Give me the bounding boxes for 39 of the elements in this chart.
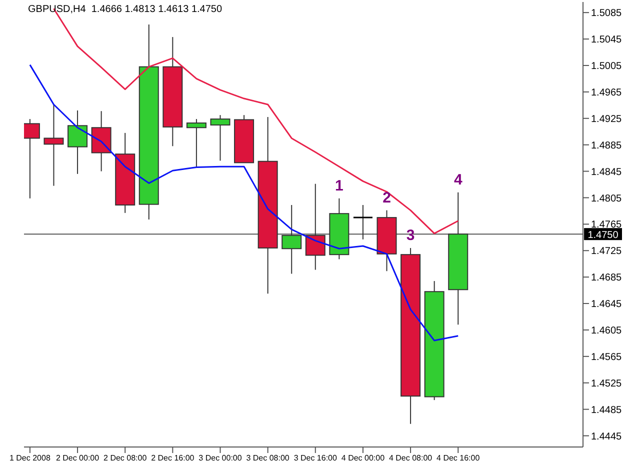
candlestick bbox=[305, 183, 326, 270]
y-tick-label: 1.5045 bbox=[591, 34, 622, 46]
candlestick bbox=[282, 204, 302, 274]
x-tick-label: 2 Dec 00:00 bbox=[56, 454, 100, 463]
y-tick-label: 1.4445 bbox=[591, 431, 622, 442]
candlestick bbox=[68, 110, 88, 174]
x-tick-label: 3 Dec 00:00 bbox=[198, 454, 242, 463]
annotation: 4 bbox=[454, 171, 463, 188]
candlestick bbox=[44, 104, 64, 186]
x-tick-label: 4 Dec 16:00 bbox=[436, 454, 480, 463]
candlestick bbox=[186, 118, 206, 168]
y-tick-label: 1.4805 bbox=[591, 193, 622, 204]
annotation: 1 bbox=[335, 177, 344, 194]
y-tick-label: 1.5085 bbox=[591, 8, 622, 20]
x-tick-label: 2 Dec 16:00 bbox=[151, 454, 195, 463]
x-tick-label: 3 Dec 16:00 bbox=[294, 454, 338, 463]
y-tick-label: 1.4645 bbox=[591, 299, 622, 310]
y-tick-label: 1.4965 bbox=[591, 87, 622, 98]
candlestick bbox=[210, 114, 230, 162]
y-tick-label: 1.4765 bbox=[591, 220, 622, 231]
y-tick-label: 1.4485 bbox=[591, 404, 622, 416]
ref-line-label: 1.4750 bbox=[588, 230, 619, 242]
y-tick-label: 1.4525 bbox=[591, 378, 622, 390]
x-tick-label: 4 Dec 00:00 bbox=[341, 454, 386, 463]
y-tick-label: 1.4725 bbox=[591, 246, 622, 258]
chart-title: GBPUSD,H4 1.4666 1.4813 1.4613 1.4750 bbox=[28, 4, 222, 15]
x-tick-label: 2 Dec 08:00 bbox=[104, 454, 148, 463]
y-tick-label: 1.4685 bbox=[591, 272, 622, 284]
y-tick-label: 1.4885 bbox=[591, 140, 622, 152]
y-tick-label: 1.5005 bbox=[591, 61, 622, 72]
annotation: 2 bbox=[382, 189, 391, 206]
y-tick-label: 1.4605 bbox=[591, 326, 622, 337]
x-tick-label: 4 Dec 08:00 bbox=[388, 454, 433, 463]
y-tick-label: 1.4565 bbox=[591, 352, 622, 363]
x-tick-label: 1 Dec 2008 bbox=[9, 454, 51, 463]
y-tick-label: 1.4925 bbox=[591, 114, 622, 125]
y-tick-label: 1.4845 bbox=[591, 166, 622, 178]
candlestick bbox=[352, 204, 374, 240]
x-tick-label: 3 Dec 08:00 bbox=[246, 454, 290, 463]
